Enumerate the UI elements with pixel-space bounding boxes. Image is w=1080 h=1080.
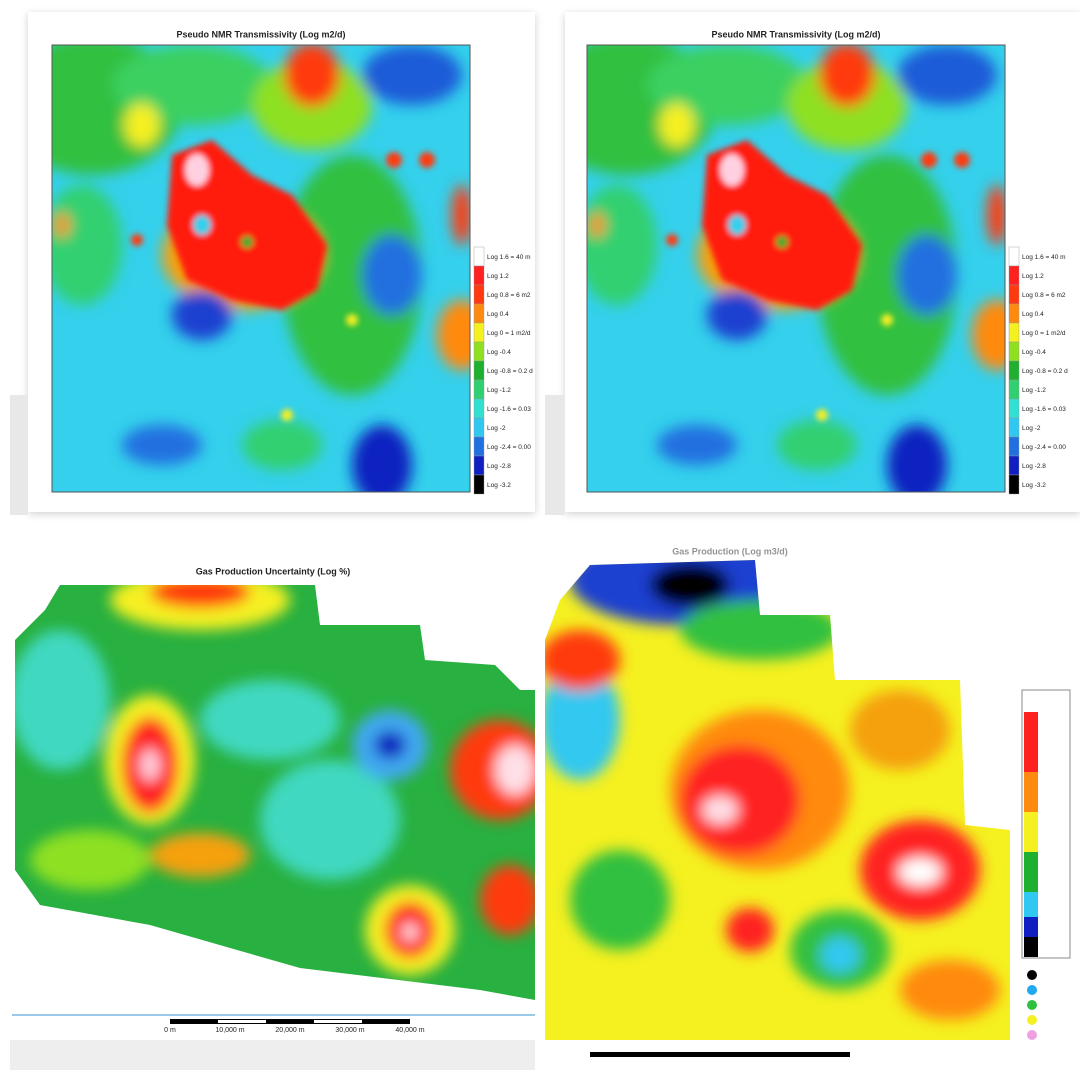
legend-label: Log -3.2 [1022, 482, 1046, 489]
legend-label: Log 1.2 [487, 273, 509, 280]
legend-swatch [473, 474, 485, 495]
scale-label: 40,000 m [395, 1027, 424, 1034]
legend-swatch [1008, 398, 1020, 419]
legend-swatch [473, 417, 485, 438]
legend-swatch [473, 303, 485, 324]
legend-label: Log 0 = 1 m2/d [1022, 330, 1066, 337]
legend-swatch [473, 265, 485, 286]
legend-label: Log -0.4 [1022, 349, 1046, 356]
legend-swatch [1008, 341, 1020, 362]
legend-swatch [1008, 284, 1020, 305]
legend-label: Log 0.4 [1022, 311, 1044, 318]
legend-swatch [1008, 455, 1020, 476]
scale-label: 30,000 m [335, 1027, 364, 1034]
panel-title: Pseudo NMR Transmissivity (Log m2/d) [176, 29, 345, 39]
legend-swatch [1008, 322, 1020, 343]
legend-swatch [473, 284, 485, 305]
card-edge [10, 395, 28, 515]
scale-bar [590, 1052, 850, 1057]
scale-label: 0 m [164, 1027, 176, 1034]
legend-swatch [1008, 246, 1020, 267]
legend-swatch [473, 455, 485, 476]
panel-title: Pseudo NMR Transmissivity (Log m2/d) [711, 29, 880, 39]
legend-swatch [473, 436, 485, 457]
legend-bar [1021, 689, 1071, 1040]
map-frame [51, 44, 471, 493]
card-edge [10, 1040, 535, 1070]
legend-label: Log -0.8 = 0.2 d [1022, 368, 1068, 375]
legend-label: Log 1.6 = 40 m [1022, 254, 1066, 261]
legend-label: Log -1.2 [1022, 387, 1046, 394]
legend-label: Log -0.8 = 0.2 d [487, 368, 533, 375]
scale-bar [218, 1020, 266, 1023]
legend-label: Log 1.2 [1022, 273, 1044, 280]
scale-bar [314, 1020, 362, 1023]
legend-label: Log 1.6 = 40 m [487, 254, 531, 261]
legend-label: Log -1.6 = 0.03 [1022, 406, 1066, 413]
contour-map [2, 35, 487, 505]
legend-label: Log -2.8 [487, 463, 511, 470]
legend-label: Log -1.6 = 0.03 [487, 406, 531, 413]
contour-map [537, 35, 1022, 505]
card-edge [545, 395, 565, 515]
legend-swatch [473, 322, 485, 343]
legend-swatch [473, 379, 485, 400]
legend-label: Log 0.4 [487, 311, 509, 318]
legend-label: Log -2 [1022, 425, 1041, 432]
legend-label: Log -2.4 = 0.00 [487, 444, 531, 451]
legend-label: Log -2.4 = 0.00 [1022, 444, 1066, 451]
panel-title: Gas Production (Log m3/d) [672, 546, 788, 556]
legend-swatch [1008, 360, 1020, 381]
legend-label: Log 0.8 = 6 m2 [1022, 292, 1066, 299]
scale-label: 20,000 m [275, 1027, 304, 1034]
legend-label: Log -0.4 [487, 349, 511, 356]
legend-swatch [1008, 265, 1020, 286]
legend-label: Log 0 = 1 m2/d [487, 330, 531, 337]
legend-swatch [473, 360, 485, 381]
legend-label: Log -2.8 [1022, 463, 1046, 470]
legend-swatch [473, 398, 485, 419]
scale-bar [170, 1019, 410, 1024]
legend-swatch [473, 246, 485, 267]
legend-swatch [1008, 474, 1020, 495]
legend-label: Log -1.2 [487, 387, 511, 394]
scale-label: 10,000 m [215, 1027, 244, 1034]
contour-map [15, 585, 535, 1000]
legend-swatch [473, 341, 485, 362]
legend-label: Log 0.8 = 6 m2 [487, 292, 531, 299]
legend-swatch [1008, 436, 1020, 457]
legend-label: Log -3.2 [487, 482, 511, 489]
legend-swatch [1008, 303, 1020, 324]
contour-map [545, 560, 1010, 1040]
legend-swatch [1008, 417, 1020, 438]
map-frame [586, 44, 1006, 493]
panel-title: Gas Production Uncertainty (Log %) [196, 566, 351, 576]
legend-label: Log -2 [487, 425, 506, 432]
legend-swatch [1008, 379, 1020, 400]
